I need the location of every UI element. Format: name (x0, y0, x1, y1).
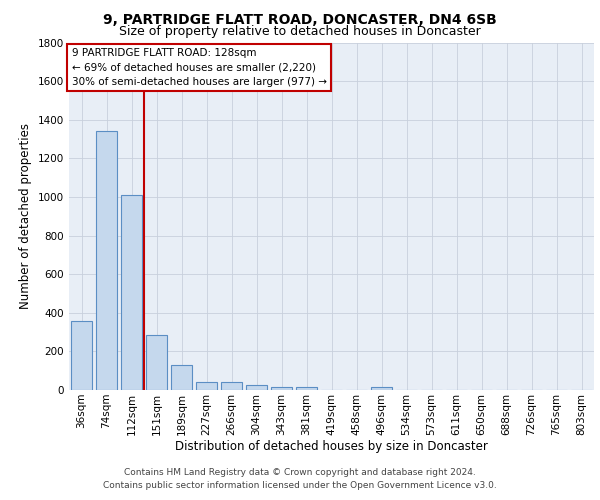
Bar (146, 335, 167, 390)
Bar (296, 387, 317, 390)
Bar (96, 132, 117, 390)
Bar (196, 382, 217, 390)
Bar (271, 386, 292, 390)
Y-axis label: Number of detached properties: Number of detached properties (19, 123, 32, 309)
Bar (246, 385, 267, 390)
Bar (121, 195, 142, 390)
Bar (71, 322, 92, 390)
Text: Size of property relative to detached houses in Doncaster: Size of property relative to detached ho… (119, 25, 481, 38)
X-axis label: Distribution of detached houses by size in Doncaster: Distribution of detached houses by size … (175, 440, 488, 454)
Text: Contains HM Land Registry data © Crown copyright and database right 2024.: Contains HM Land Registry data © Crown c… (124, 468, 476, 477)
Bar (371, 386, 392, 390)
Bar (171, 365, 192, 390)
Bar (221, 382, 242, 390)
Text: Contains public sector information licensed under the Open Government Licence v3: Contains public sector information licen… (103, 480, 497, 490)
Text: 9 PARTRIDGE FLATT ROAD: 128sqm
← 69% of detached houses are smaller (2,220)
30% : 9 PARTRIDGE FLATT ROAD: 128sqm ← 69% of … (71, 48, 326, 88)
Text: 9, PARTRIDGE FLATT ROAD, DONCASTER, DN4 6SB: 9, PARTRIDGE FLATT ROAD, DONCASTER, DN4 … (103, 12, 497, 26)
